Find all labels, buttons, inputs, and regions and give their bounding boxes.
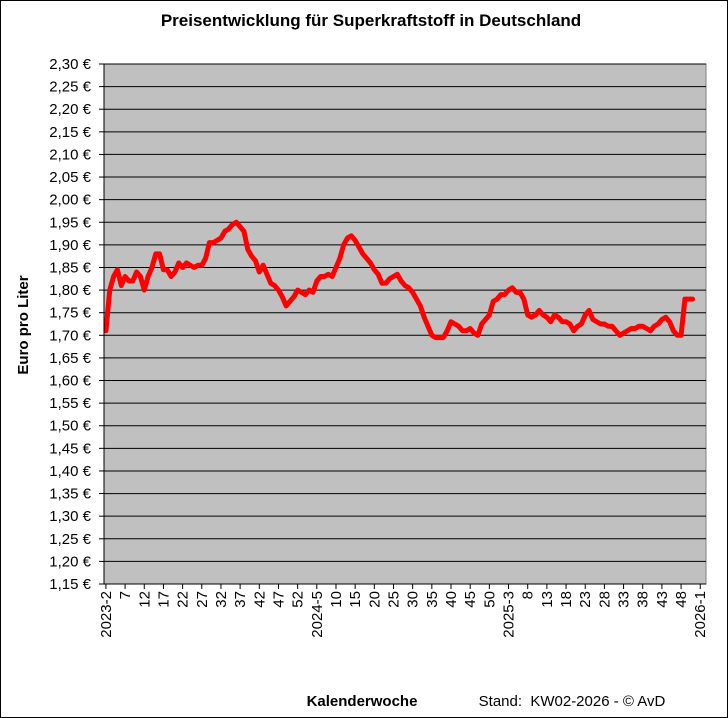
x-axis-ticks: 2023-2 7 12 17 22 27 32 37 42 47 52 2024-5 10 15 20 25 3… <box>98 584 709 638</box>
series-line <box>103 219 696 341</box>
x-tick-label: 15 <box>347 591 364 608</box>
x-tick-label: 13 <box>539 591 556 608</box>
y-tick-label: 1,45 € <box>49 440 91 457</box>
source-note: Stand: KW02-2026 - © AvD <box>479 693 666 710</box>
series-layer <box>103 219 696 341</box>
x-tick-label: 12 <box>136 591 153 608</box>
x-tick-label: 2026-1 <box>692 591 709 638</box>
x-tick-label: 7 <box>117 591 134 599</box>
y-tick-label: 1,15 € <box>49 576 91 593</box>
x-tick-label: 50 <box>481 591 498 608</box>
y-tick-label: 2,00 € <box>49 192 91 209</box>
gridlines <box>104 63 706 562</box>
x-tick-label: 18 <box>558 591 575 608</box>
x-tick-label: 23 <box>577 591 594 608</box>
y-tick-label: 1,80 € <box>49 282 91 299</box>
x-tick-label: 20 <box>366 591 383 608</box>
x-tick-label: 22 <box>175 591 192 608</box>
y-tick-label: 2,20 € <box>49 101 91 118</box>
x-tick-label: 25 <box>385 591 402 608</box>
y-tick-label: 1,65 € <box>49 350 91 367</box>
y-tick-label: 1,90 € <box>49 237 91 254</box>
y-tick-label: 2,10 € <box>49 146 91 163</box>
x-tick-label: 42 <box>251 591 268 608</box>
x-tick-label: 32 <box>213 591 230 608</box>
y-tick-label: 1,25 € <box>49 531 91 548</box>
y-tick-label: 1,20 € <box>49 553 91 570</box>
y-tick-label: 1,60 € <box>49 373 91 390</box>
x-tick-label: 10 <box>328 591 345 608</box>
x-tick-label: 8 <box>520 591 537 599</box>
y-tick-label: 1,50 € <box>49 418 91 435</box>
x-tick-label: 2023-2 <box>98 591 115 638</box>
x-tick-label: 43 <box>654 591 671 608</box>
x-tick-label: 35 <box>424 591 441 608</box>
y-tick-label: 2,15 € <box>49 124 91 141</box>
y-axis-ticks: 1,15 € 1,20 € 1,25 € 1,30 € 1,35 € 1,40 € 1,45… <box>49 56 104 593</box>
x-tick-label: 33 <box>616 591 633 608</box>
x-tick-label: 30 <box>405 591 422 608</box>
y-tick-label: 1,75 € <box>49 305 91 322</box>
y-axis-title: Euro pro Liter <box>15 275 32 374</box>
x-tick-label: 47 <box>270 591 287 608</box>
x-axis-title: Kalenderwoche <box>307 693 418 710</box>
plot-area <box>103 63 707 585</box>
x-tick-label: 2024-5 <box>309 591 326 638</box>
y-tick-label: 1,35 € <box>49 486 91 503</box>
x-tick-label: 45 <box>462 591 479 608</box>
y-tick-label: 1,40 € <box>49 463 91 480</box>
y-tick-label: 1,95 € <box>49 214 91 231</box>
x-tick-label: 52 <box>290 591 307 608</box>
x-tick-label: 40 <box>443 591 460 608</box>
y-tick-label: 1,55 € <box>49 395 91 412</box>
x-tick-label: 27 <box>194 591 211 608</box>
chart-title: Preisentwicklung für Superkraftstoff in … <box>161 11 581 30</box>
x-tick-label: 48 <box>673 591 690 608</box>
y-tick-label: 2,05 € <box>49 169 91 186</box>
y-tick-label: 1,85 € <box>49 259 91 276</box>
x-tick-label: 17 <box>155 591 172 608</box>
x-tick-label: 28 <box>596 591 613 608</box>
y-tick-label: 1,70 € <box>49 327 91 344</box>
y-tick-label: 1,30 € <box>49 508 91 525</box>
x-tick-label: 2025-3 <box>501 591 518 638</box>
y-tick-label: 2,30 € <box>49 56 91 73</box>
x-tick-label: 37 <box>232 591 249 608</box>
y-tick-label: 2,25 € <box>49 79 91 96</box>
x-tick-label: 38 <box>635 591 652 608</box>
